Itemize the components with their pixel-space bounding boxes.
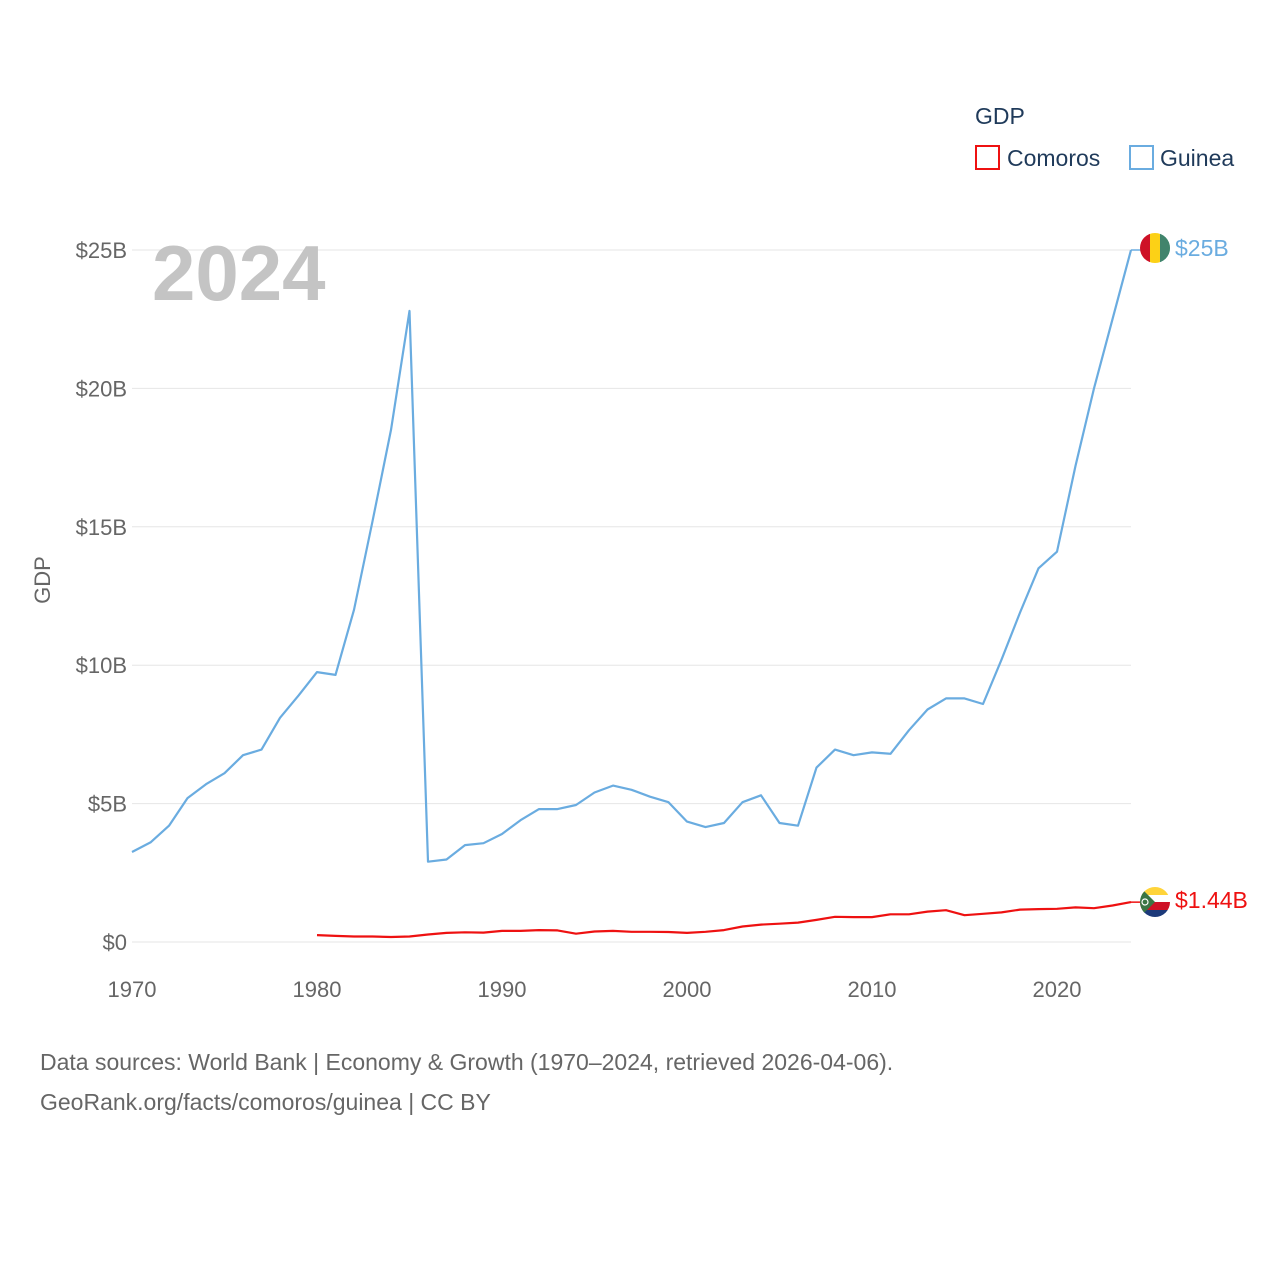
legend-swatch-comoros [975,145,1000,170]
grid-lines [132,249,1131,943]
footer: Data sources: World Bank | Economy & Gro… [40,1042,893,1122]
y-tick-label: $5B [88,792,127,817]
y-axis-ticks: $0 $5B $10B $15B $20B $25B [76,238,127,955]
guinea-flag-icon [1140,233,1170,263]
y-axis-title: GDP [30,556,55,604]
legend-label-guinea: Guinea [1160,145,1234,171]
y-tick-label: $15B [76,515,127,540]
legend: GDP Comoros Guinea [975,103,1234,171]
x-axis-ticks: 1970 1980 1990 2000 2010 2020 [108,977,1082,1002]
x-tick-label: 2010 [848,977,897,1002]
y-tick-label: $0 [103,930,127,955]
source-link-text: GeoRank.org/facts/comoros/guinea | CC BY [40,1089,491,1115]
y-tick-label: $25B [76,238,127,263]
y-tick-label: $10B [76,653,127,678]
series-line-guinea [131,249,1133,863]
end-label-comoros: $1.44B [1175,887,1248,913]
year-label: 2024 [152,229,326,317]
series-lines [131,249,1141,939]
y-tick-label: $20B [76,376,127,401]
x-tick-label: 1990 [478,977,527,1002]
legend-label-comoros: Comoros [1007,145,1100,171]
x-tick-label: 1980 [293,977,342,1002]
x-tick-label: 1970 [108,977,157,1002]
legend-title: GDP [975,103,1025,129]
series-line-comoros [316,901,1132,939]
x-tick-label: 2000 [663,977,712,1002]
data-sources-text: Data sources: World Bank | Economy & Gro… [40,1049,894,1075]
x-tick-label: 2020 [1033,977,1082,1002]
comoros-flag-icon [1140,887,1170,917]
end-label-guinea: $25B [1175,235,1229,261]
legend-swatch-guinea [1129,145,1154,170]
